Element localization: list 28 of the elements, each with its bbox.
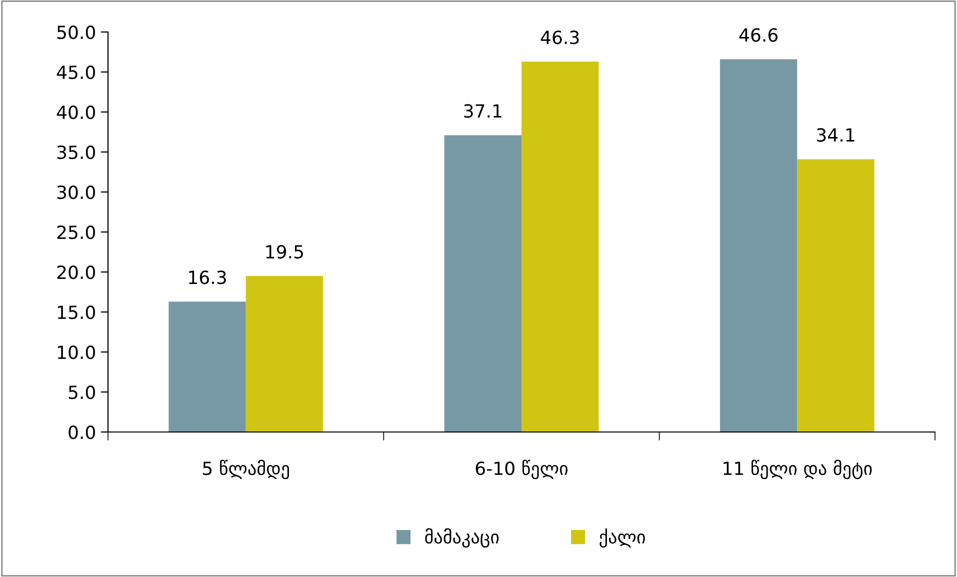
data-label: 16.3: [189, 270, 226, 284]
y-tick-label: 30.0: [57, 185, 95, 200]
y-tick-label: 0.0: [68, 425, 95, 440]
y-tick-label: 25.0: [57, 225, 95, 240]
bar: [246, 276, 324, 432]
data-label: 46.3: [540, 30, 579, 44]
y-tick-label: 5.0: [68, 385, 95, 400]
bar: [444, 135, 522, 432]
data-label: 37.1: [464, 104, 502, 118]
legend-label: ქალი: [600, 528, 645, 548]
bar: [720, 59, 798, 432]
y-tick-label: 20.0: [57, 265, 95, 280]
bar: [797, 159, 874, 432]
bar: [168, 302, 246, 432]
y-tick-label: 40.0: [56, 105, 95, 120]
y-tick-label: 50.0: [57, 25, 95, 40]
y-tick-label: 10.0: [58, 345, 95, 360]
x-tick-label: 11 წელი და მეტი: [724, 460, 872, 480]
data-label: 34.1: [817, 128, 854, 142]
data-label: 19.5: [266, 244, 303, 259]
data-label: 46.6: [739, 28, 778, 42]
y-tick-label: 45.0: [56, 65, 95, 80]
bar: [522, 62, 599, 432]
y-tick-label: 35.0: [57, 145, 95, 160]
y-tick-label: 15.0: [58, 305, 95, 320]
legend-label: მამაკაცი: [425, 528, 499, 548]
x-tick-label: 5 წლამდე: [203, 460, 289, 480]
x-tick-label: 6-10 წელი: [476, 460, 568, 480]
